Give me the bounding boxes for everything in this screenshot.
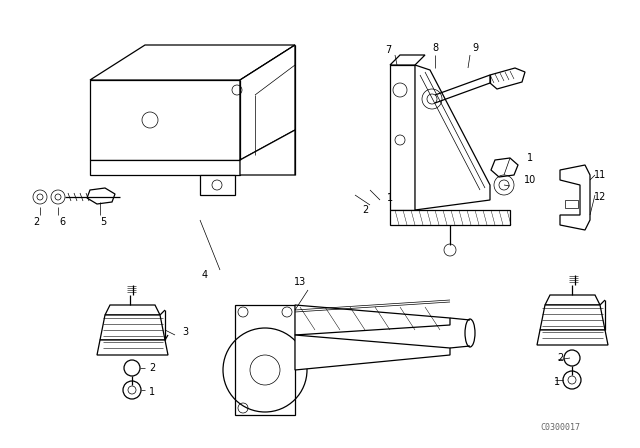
Polygon shape xyxy=(295,305,450,335)
Polygon shape xyxy=(87,188,115,204)
Polygon shape xyxy=(491,158,518,177)
Text: 6: 6 xyxy=(59,217,65,227)
Circle shape xyxy=(128,386,136,394)
Circle shape xyxy=(499,180,509,190)
Text: 10: 10 xyxy=(524,175,536,185)
Text: 2: 2 xyxy=(149,363,155,373)
Text: 2: 2 xyxy=(362,205,368,215)
Text: 2: 2 xyxy=(557,353,563,363)
Text: 3: 3 xyxy=(182,327,188,337)
Polygon shape xyxy=(100,315,165,340)
Polygon shape xyxy=(560,165,590,230)
Text: 2: 2 xyxy=(33,217,39,227)
Polygon shape xyxy=(97,340,168,355)
Text: 12: 12 xyxy=(594,192,606,202)
Polygon shape xyxy=(537,330,608,345)
Circle shape xyxy=(568,376,576,384)
Polygon shape xyxy=(200,175,235,195)
Polygon shape xyxy=(105,305,160,315)
Text: 5: 5 xyxy=(100,217,106,227)
Text: 1: 1 xyxy=(554,377,560,387)
Polygon shape xyxy=(545,295,600,305)
Text: 1: 1 xyxy=(527,153,533,163)
Text: 13: 13 xyxy=(294,277,306,287)
Text: 4: 4 xyxy=(202,270,208,280)
Polygon shape xyxy=(390,55,425,65)
Text: 1: 1 xyxy=(387,193,393,203)
Text: 9: 9 xyxy=(472,43,478,53)
Text: C0300017: C0300017 xyxy=(540,423,580,432)
Polygon shape xyxy=(90,45,295,80)
Polygon shape xyxy=(240,130,295,175)
Polygon shape xyxy=(390,65,415,210)
Text: 7: 7 xyxy=(385,45,391,55)
Ellipse shape xyxy=(465,319,475,347)
Polygon shape xyxy=(240,45,295,160)
Polygon shape xyxy=(295,335,450,370)
Polygon shape xyxy=(235,305,295,415)
Text: 11: 11 xyxy=(594,170,606,180)
Polygon shape xyxy=(390,210,510,225)
Text: 8: 8 xyxy=(432,43,438,53)
Polygon shape xyxy=(90,160,240,175)
Polygon shape xyxy=(90,80,240,160)
Polygon shape xyxy=(540,305,605,330)
Circle shape xyxy=(427,94,437,104)
Polygon shape xyxy=(490,68,525,89)
Polygon shape xyxy=(415,65,490,210)
Text: 1: 1 xyxy=(149,387,155,397)
